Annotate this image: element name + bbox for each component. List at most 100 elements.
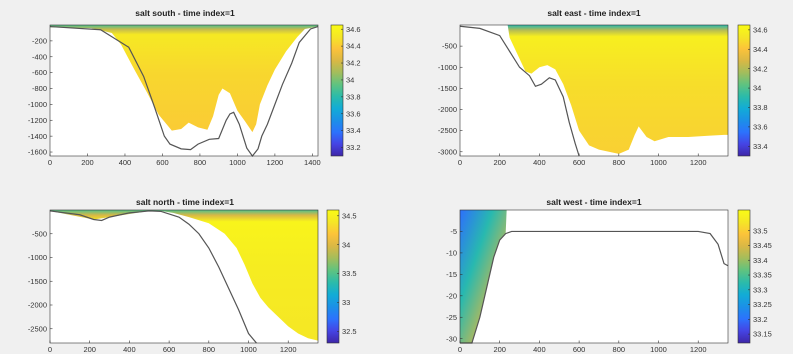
colorbar-tick-label: 33.45 bbox=[753, 241, 772, 250]
subplot-salt-east: salt east - time index=1 0 200 400 600 800 10… bbox=[438, 8, 768, 167]
bathymetry-line bbox=[49, 25, 319, 158]
x-tick-label: 1000 bbox=[650, 345, 667, 354]
x-tick-label: 800 bbox=[194, 158, 207, 167]
colorbar-tick-label: 33.8 bbox=[346, 92, 361, 101]
salinity-field bbox=[507, 25, 728, 154]
colorbar-tick-label: 32.5 bbox=[342, 327, 357, 336]
colorbar-tick-label: 33.5 bbox=[753, 226, 768, 235]
x-tick-label: 400 bbox=[533, 345, 546, 354]
x-tick-label: 1000 bbox=[240, 345, 257, 354]
colorbar-tick-label: 34.4 bbox=[346, 42, 361, 51]
y-tick-label: -800 bbox=[32, 84, 47, 93]
y-tick-label: -10 bbox=[446, 249, 457, 258]
y-tick-label: -1200 bbox=[28, 116, 47, 125]
colorbar-tick-label: 33.8 bbox=[753, 103, 768, 112]
x-tick-label: 1200 bbox=[690, 158, 707, 167]
colorbar-tick-label: 34 bbox=[342, 240, 350, 249]
x-tick-label: 1000 bbox=[650, 158, 667, 167]
y-tick-label: -400 bbox=[32, 52, 47, 61]
colorbar-tick-label: 34.6 bbox=[753, 25, 768, 34]
y-tick-label: -600 bbox=[32, 68, 47, 77]
x-tick-label: 1200 bbox=[267, 158, 284, 167]
y-tick-label: -2500 bbox=[28, 324, 47, 333]
colorbar-tick-label: 33.4 bbox=[753, 142, 768, 151]
bathymetry-line bbox=[460, 230, 729, 344]
subplot-salt-west: salt west - time index=1 0 200 400 600 800 10… bbox=[446, 197, 772, 354]
x-tick-label: 0 bbox=[48, 158, 52, 167]
y-tick-label: -20 bbox=[446, 291, 457, 300]
x-tick-label: 600 bbox=[163, 345, 176, 354]
x-tick-label: 400 bbox=[533, 158, 546, 167]
x-tick-label: 200 bbox=[493, 158, 506, 167]
colorbar-tick-label: 34.2 bbox=[753, 64, 768, 73]
x-tick-label: 400 bbox=[119, 158, 132, 167]
axes-frame bbox=[459, 24, 729, 157]
chart-title: salt north - time index=1 bbox=[136, 197, 234, 207]
x-tick-label: 1400 bbox=[304, 158, 321, 167]
colorbar-tick-label: 33 bbox=[342, 298, 350, 307]
y-tick-label: -200 bbox=[32, 36, 47, 45]
colorbar-tick-label: 33.4 bbox=[753, 256, 768, 265]
y-tick-label: -1000 bbox=[28, 100, 47, 109]
colorbar bbox=[326, 209, 340, 344]
colorbar-tick-label: 33.15 bbox=[753, 330, 772, 339]
y-tick-label: -2000 bbox=[438, 105, 457, 114]
colorbar-tick-label: 34.2 bbox=[346, 59, 361, 68]
chart-title: salt east - time index=1 bbox=[547, 8, 641, 18]
x-tick-label: 1000 bbox=[229, 158, 246, 167]
chart-title: salt west - time index=1 bbox=[546, 197, 641, 207]
colorbar bbox=[330, 24, 344, 157]
y-tick-label: -1600 bbox=[28, 148, 47, 157]
subplot-salt-south: salt south - time index=1 0 200 400 600 800 1… bbox=[28, 8, 361, 167]
colorbar-tick-label: 33.25 bbox=[753, 300, 772, 309]
y-tick-label: -1400 bbox=[28, 132, 47, 141]
colorbar bbox=[737, 209, 751, 344]
colorbar-tick-label: 33.6 bbox=[753, 122, 768, 131]
x-tick-label: 1200 bbox=[280, 345, 297, 354]
colorbar-tick-label: 34.4 bbox=[753, 45, 768, 54]
colorbar-tick-label: 34 bbox=[753, 84, 761, 93]
x-tick-label: 1200 bbox=[690, 345, 707, 354]
axes-frame bbox=[49, 209, 319, 344]
y-tick-label: -25 bbox=[446, 313, 457, 322]
y-tick-label: -3000 bbox=[438, 147, 457, 156]
subplot-salt-north: salt north - time index=1 0 200 400 600 800 1… bbox=[28, 197, 357, 354]
salinity-field bbox=[460, 210, 507, 343]
x-tick-label: 400 bbox=[123, 345, 136, 354]
chart-title: salt south - time index=1 bbox=[135, 8, 235, 18]
y-tick-label: -2500 bbox=[438, 126, 457, 135]
x-tick-label: 600 bbox=[573, 158, 586, 167]
x-tick-label: 200 bbox=[81, 158, 94, 167]
x-tick-label: 800 bbox=[613, 158, 626, 167]
axes-frame bbox=[459, 209, 729, 344]
x-tick-label: 600 bbox=[573, 345, 586, 354]
y-tick-label: -30 bbox=[446, 334, 457, 343]
x-tick-label: 200 bbox=[493, 345, 506, 354]
y-tick-label: -500 bbox=[32, 229, 47, 238]
colorbar-tick-label: 34 bbox=[346, 76, 354, 85]
y-tick-label: -1000 bbox=[28, 253, 47, 262]
y-tick-label: -2000 bbox=[28, 301, 47, 310]
x-tick-label: 0 bbox=[48, 345, 52, 354]
colorbar-tick-label: 33.5 bbox=[342, 269, 357, 278]
salinity-field bbox=[50, 210, 318, 341]
bathymetry-line bbox=[459, 25, 580, 157]
x-tick-label: 0 bbox=[458, 345, 462, 354]
y-tick-label: -1500 bbox=[28, 277, 47, 286]
colorbar bbox=[737, 24, 751, 157]
bathymetry-line bbox=[49, 210, 257, 344]
y-tick-label: -1500 bbox=[438, 84, 457, 93]
x-tick-label: 600 bbox=[156, 158, 169, 167]
colorbar-tick-label: 33.2 bbox=[753, 315, 768, 324]
y-tick-label: -500 bbox=[442, 42, 457, 51]
colorbar-tick-label: 33.2 bbox=[346, 143, 361, 152]
x-tick-label: 0 bbox=[458, 158, 462, 167]
y-tick-label: -5 bbox=[450, 227, 457, 236]
salinity-field bbox=[50, 25, 318, 133]
x-tick-label: 800 bbox=[203, 345, 216, 354]
axes-frame bbox=[49, 24, 319, 157]
colorbar-tick-label: 33.3 bbox=[753, 285, 768, 294]
colorbar-tick-label: 34.6 bbox=[346, 25, 361, 34]
colorbar-tick-label: 33.4 bbox=[346, 126, 361, 135]
